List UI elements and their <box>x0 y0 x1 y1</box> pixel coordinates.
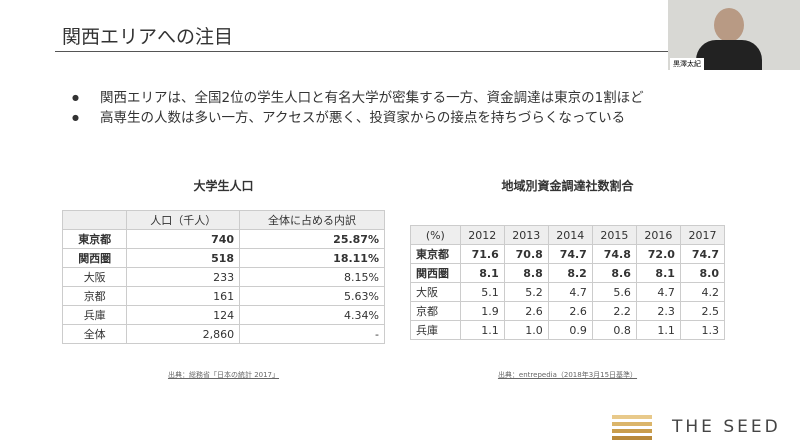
table-cell: 東京都 <box>410 244 461 264</box>
body <box>696 40 762 70</box>
table-row: 京都 1.9 2.6 2.6 2.2 2.3 2.5 <box>410 301 726 321</box>
bullet-text: 関西エリアは、全国2位の学生人口と有名大学が密集する一方、資金調達は東京の1割ほ… <box>100 90 644 106</box>
table-cell: 東京都 <box>61 229 128 249</box>
table-cell: 74.7 <box>547 244 593 264</box>
table-cell: 2.6 <box>503 301 549 321</box>
table-cell: 2.3 <box>635 301 681 321</box>
header-cell <box>61 210 128 230</box>
table: 人口（千人） 全体に占める内訳 東京都 740 25.87% 関西圏 518 18.11% 大阪… <box>61 210 385 344</box>
table-cell: 5.1 <box>459 282 505 302</box>
table-row: 兵庫 1.1 1.0 0.9 0.8 1.1 1.3 <box>410 320 726 340</box>
title-rule <box>55 51 668 52</box>
table-cell: 8.8 <box>503 263 549 283</box>
table-cell: - <box>239 324 385 344</box>
logo-icon <box>612 415 652 440</box>
table-cell: 5.63% <box>239 286 385 306</box>
table-cell: 1.1 <box>635 320 681 340</box>
table-cell: 1.9 <box>459 301 505 321</box>
table-cell: 4.7 <box>635 282 681 302</box>
table-cell: 233 <box>126 267 241 287</box>
slide-title: 関西エリアへの注目 <box>62 26 234 48</box>
header-row: 人口（千人） 全体に占める内訳 <box>61 210 385 230</box>
table-cell: 70.8 <box>503 244 549 264</box>
table-cell: 8.6 <box>591 263 637 283</box>
header-cell: 人口（千人） <box>126 210 241 230</box>
table-source: 出典：総務省「日本の統計 2017」 <box>167 371 280 379</box>
table-row: 兵庫 124 4.34% <box>61 305 385 325</box>
table-cell: 全体 <box>61 324 128 344</box>
table-cell: 8.1 <box>459 263 505 283</box>
table-cell: 8.15% <box>239 267 385 287</box>
table-cell: 1.1 <box>459 320 505 340</box>
table-cell: 1.3 <box>679 320 726 340</box>
face <box>714 8 744 42</box>
table-cell: 2.5 <box>679 301 726 321</box>
table-cell: 関西圏 <box>410 263 461 283</box>
table-title: 大学生人口 <box>193 179 254 193</box>
header-cell: 全体に占める内訳 <box>239 210 385 230</box>
header-row: (%) 2012 2013 2014 2015 2016 2017 <box>410 225 726 245</box>
table-cell: 18.11% <box>239 248 385 268</box>
table-row: 東京都 740 25.87% <box>61 229 385 249</box>
header-cell: 2016 <box>635 225 681 245</box>
table-cell: 1.0 <box>503 320 549 340</box>
table-cell: 8.0 <box>679 263 726 283</box>
header-cell: (%) <box>410 225 461 245</box>
table-cell: 兵庫 <box>61 305 128 325</box>
header-cell: 2013 <box>503 225 549 245</box>
table-cell: 兵庫 <box>410 320 461 340</box>
table-cell: 4.34% <box>239 305 385 325</box>
table-cell: 2.6 <box>547 301 593 321</box>
table-title: 地域別資金調達社数割合 <box>501 179 634 193</box>
table-cell: 518 <box>126 248 241 268</box>
name-tag: 黒澤太紀 <box>670 58 704 70</box>
table-row: 全体 2,860- <box>61 324 385 344</box>
table-cell: 4.2 <box>679 282 726 302</box>
table-cell: 71.6 <box>459 244 505 264</box>
table-cell: 大阪 <box>61 267 128 287</box>
bullet-list: ● 関西エリアは、全国2位の学生人口と有名大学が密集する一方、資金調達は東京の1割… <box>72 88 644 128</box>
table-cell: 0.9 <box>547 320 593 340</box>
bullet-dot: ● <box>72 93 79 102</box>
table-cell: 25.87% <box>239 229 385 249</box>
table-cell: 京都 <box>61 286 128 306</box>
table-cell: 5.6 <box>591 282 637 302</box>
table-cell: 大阪 <box>410 282 461 302</box>
table-cell: 0.8 <box>591 320 637 340</box>
table-row: 関西圏 518 18.11% <box>61 248 385 268</box>
table-cell: 8.2 <box>547 263 593 283</box>
table-cell: 740 <box>126 229 241 249</box>
webcam: 黒澤太紀 <box>668 0 800 70</box>
bullet-item: ● 関西エリアは、全国2位の学生人口と有名大学が密集する一方、資金調達は東京の1割… <box>72 88 644 108</box>
header-cell: 2014 <box>547 225 593 245</box>
logo-text: THE SEED <box>672 417 781 437</box>
header-cell: 2012 <box>459 225 505 245</box>
table-cell: 関西圏 <box>61 248 128 268</box>
table-cell: 8.1 <box>635 263 681 283</box>
table-cell: 5.2 <box>503 282 549 302</box>
bullet-item: ● 高専生の人数は多い一方、アクセスが悪く、投資家からの接点を持ちづらくなっている <box>72 108 644 128</box>
table-row: 京都 161 5.63% <box>61 286 385 306</box>
header-cell: 2017 <box>679 225 726 245</box>
table-cell: 124 <box>126 305 241 325</box>
table-row: 大阪 5.1 5.2 4.7 5.6 4.7 4.2 <box>410 282 726 302</box>
table-cell: 161 <box>126 286 241 306</box>
table: (%) 2012 2013 2014 2015 2016 2017 東京都 71.6 70.8 74… <box>410 225 726 340</box>
table-cell: 4.7 <box>547 282 593 302</box>
table-cell: 2.2 <box>591 301 637 321</box>
table-row: 東京都 71.6 70.8 74.7 74.8 72.0 74.7 <box>410 244 726 264</box>
table-cell: 72.0 <box>635 244 681 264</box>
table-cell: 京都 <box>410 301 461 321</box>
table-source: 出典：entrepedia（2018年3月15日基準） <box>497 371 638 379</box>
table-row: 大阪 233 8.15% <box>61 267 385 287</box>
table-cell: 74.7 <box>679 244 726 264</box>
table-cell: 2,860 <box>126 324 241 344</box>
bullet-dot: ● <box>72 113 79 122</box>
table-row: 関西圏 8.1 8.8 8.2 8.6 8.1 8.0 <box>410 263 726 283</box>
bullet-text: 高専生の人数は多い一方、アクセスが悪く、投資家からの接点を持ちづらくなっている <box>100 110 626 126</box>
table-cell: 74.8 <box>591 244 637 264</box>
header-cell: 2015 <box>591 225 637 245</box>
